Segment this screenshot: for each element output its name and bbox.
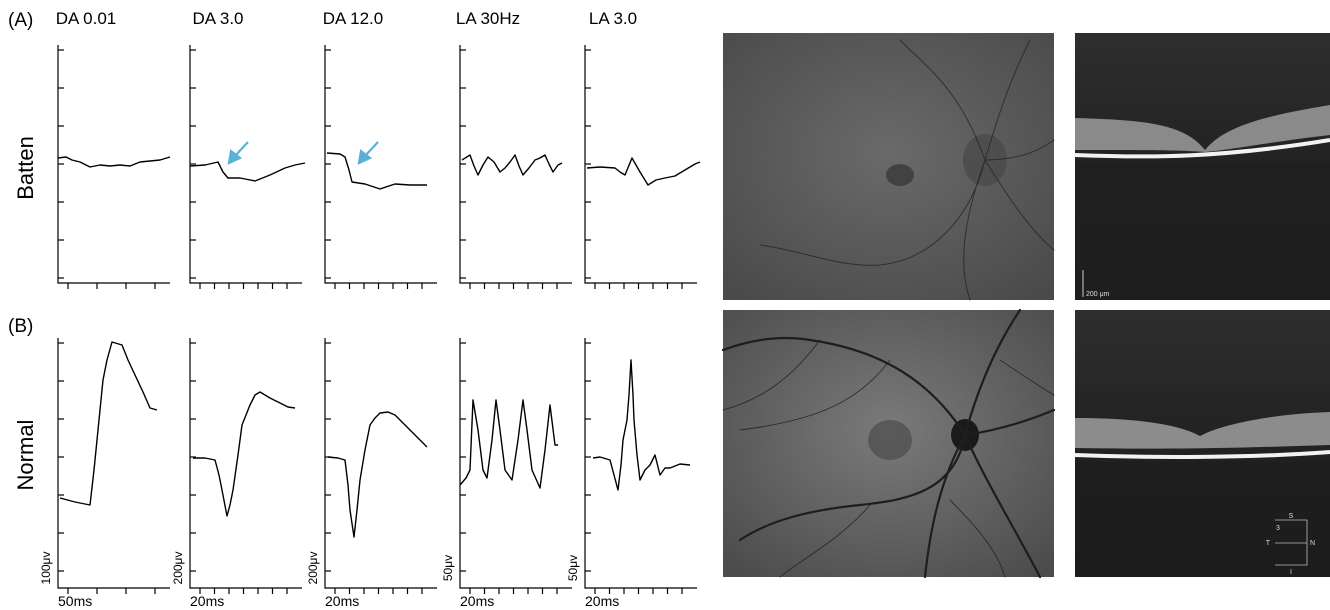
scale-bar-label: 200 μm [1086, 291, 1110, 298]
amplitude-scale: 200μv [306, 552, 320, 585]
trace [586, 157, 701, 186]
time-scale: 20ms [325, 593, 359, 609]
trace [189, 161, 306, 182]
orientation-label: T [1266, 540, 1271, 547]
axis [57, 338, 170, 589]
fundus-image [721, 308, 1056, 579]
orientation-label: S [1289, 513, 1294, 520]
axis [324, 45, 437, 284]
column-title: DA 0.01 [56, 9, 117, 28]
row-label: Normal [13, 420, 38, 491]
fundus-image [723, 33, 1055, 301]
time-scale: 50ms [58, 593, 92, 609]
trace [59, 341, 158, 506]
trace [327, 411, 428, 538]
column-title: LA 3.0 [589, 9, 637, 28]
axis [57, 45, 170, 284]
orientation-label: N [1310, 540, 1315, 547]
row-label: Batten [13, 136, 38, 200]
axis [584, 338, 697, 589]
oct-image: S 3 T N I [1074, 310, 1330, 577]
column-title: DA 3.0 [192, 9, 243, 28]
panel-label: (B) [8, 316, 33, 337]
axis [189, 45, 302, 284]
amplitude-scale: 50μv [441, 555, 455, 581]
trace [57, 156, 171, 168]
trace [592, 359, 691, 491]
time-scale: 20ms [190, 593, 224, 609]
trace [459, 399, 558, 489]
trace [461, 154, 563, 176]
arrow-head [227, 148, 243, 165]
amplitude-scale: 200μv [171, 552, 185, 585]
time-scale: 20ms [460, 593, 494, 609]
axis [189, 338, 302, 589]
trace [193, 391, 296, 517]
trace [326, 152, 427, 190]
column-title: DA 12.0 [323, 9, 384, 28]
oct-image: 200 μm [1074, 33, 1330, 300]
time-scale: 20ms [585, 593, 619, 609]
axis [459, 45, 572, 284]
traces [57, 141, 701, 538]
arrow-head [357, 148, 373, 165]
column-title: LA 30Hz [456, 9, 520, 28]
amplitude-scale: 50μv [566, 555, 580, 581]
arrows [227, 141, 379, 165]
axis [324, 338, 437, 589]
orientation-label: I [1290, 569, 1292, 576]
orientation-label: 3 [1276, 525, 1280, 532]
amplitude-scale: 100μv [39, 552, 53, 585]
axis [584, 45, 697, 284]
panel-label: (A) [8, 10, 33, 31]
axis [459, 338, 572, 589]
